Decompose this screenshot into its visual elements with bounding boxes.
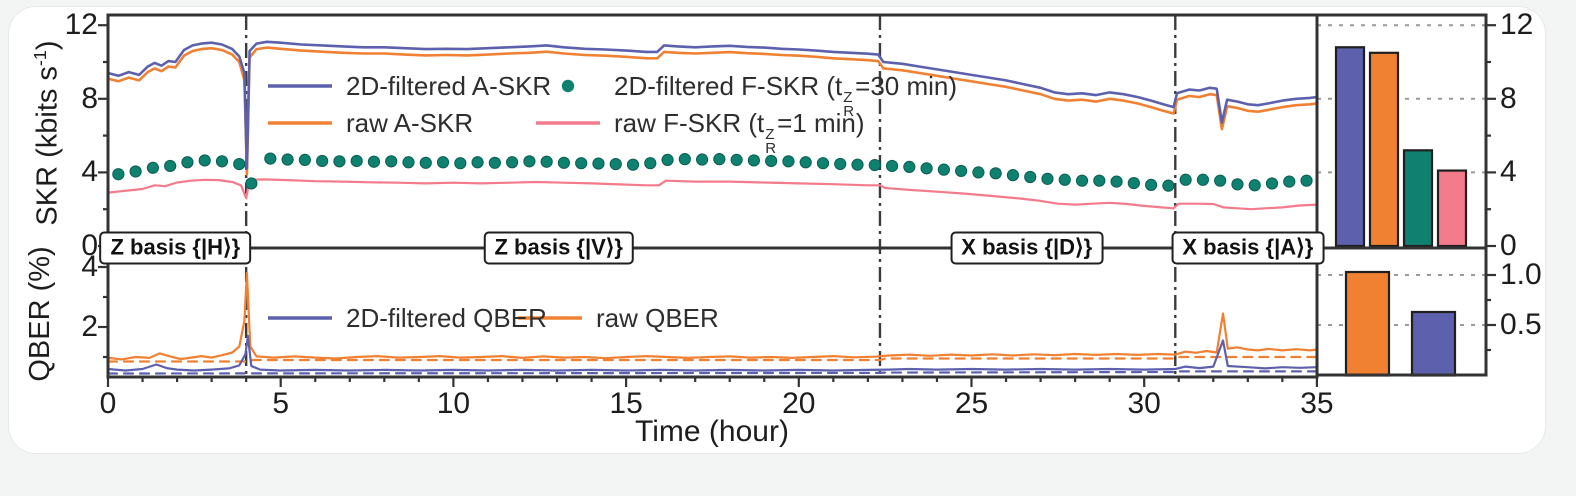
figure-card — [8, 6, 1546, 454]
